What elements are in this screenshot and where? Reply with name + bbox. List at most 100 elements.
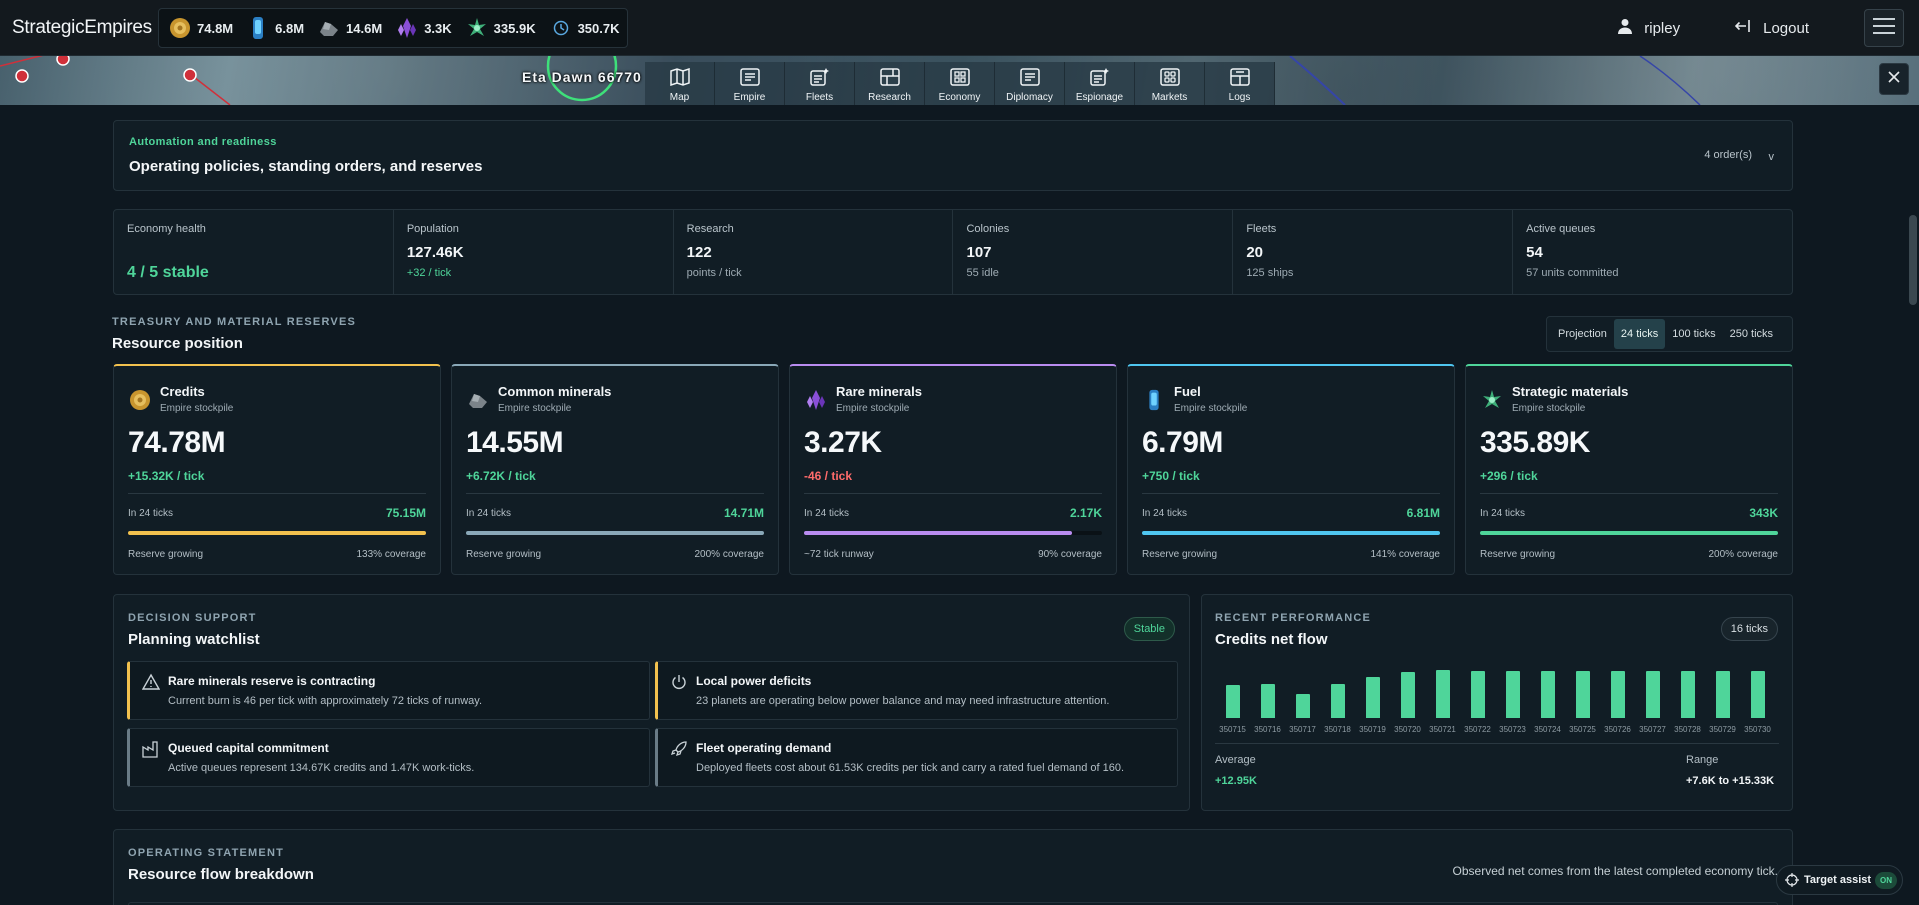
divider [1215, 743, 1779, 744]
watch-item[interactable]: Queued capital commitment Active queues … [127, 728, 650, 787]
flow-table [128, 902, 1778, 905]
reserve-status: Reserve growing [1142, 549, 1218, 560]
chart-bar [1575, 670, 1590, 718]
close-nav-button[interactable] [1879, 63, 1909, 95]
divider [466, 493, 764, 494]
resource-sub: Empire stockpile [836, 403, 910, 414]
tab-research-label: Research [868, 92, 911, 103]
topbar-strategic-materials[interactable]: 335.9K [460, 10, 544, 46]
resource-flow-panel: Operating statement Resource flow breakd… [113, 829, 1793, 905]
stat-colonies: Colonies 107 55 idle [953, 210, 1234, 294]
automation-kicker: Automation and readiness [129, 136, 277, 148]
projection-24-ticks[interactable]: 24 ticks [1613, 319, 1666, 349]
resource-card-rare-minerals[interactable]: Rare minerals Empire stockpile 3.27K -46… [789, 364, 1117, 575]
topbar-credits[interactable]: 74.8M [163, 10, 241, 46]
stat-value: 20 [1246, 244, 1263, 261]
tab-markets[interactable]: Markets [1135, 62, 1205, 105]
resource-card-fuel[interactable]: Fuel Empire stockpile 6.79M +750 / tick … [1127, 364, 1455, 575]
resource-value: 335.89K [1480, 426, 1590, 459]
divider [1142, 493, 1440, 494]
projection-250-ticks[interactable]: 250 ticks [1729, 328, 1774, 340]
scrollbar[interactable] [1909, 215, 1917, 305]
clock-icon [548, 15, 574, 41]
menu-icon [1873, 17, 1895, 39]
power-icon [670, 673, 688, 691]
resource-value: 6.79M [1142, 426, 1223, 459]
tab-diplomacy[interactable]: Diplomacy [995, 62, 1065, 105]
ticks-badge[interactable]: 16 ticks [1720, 617, 1778, 641]
watch-item[interactable]: Rare minerals reserve is contracting Cur… [127, 661, 650, 720]
watchlist-kicker: Decision support [128, 612, 257, 624]
resource-card-strategic-materials[interactable]: Strategic materials Empire stockpile 335… [1465, 364, 1793, 575]
watch-item-desc: Active queues represent 134.67K credits … [168, 762, 475, 774]
reserve-status: Reserve growing [466, 549, 542, 560]
brand-logo[interactable]: StrategicEmpires [12, 17, 152, 38]
stat-research: Research 122 points / tick [674, 210, 954, 294]
tab-logs[interactable]: Logs [1205, 62, 1275, 105]
hamburger-menu-button[interactable] [1864, 9, 1904, 47]
credits-icon [128, 388, 152, 412]
target-assist-toggle[interactable]: Target assist ON [1776, 865, 1903, 895]
planning-watchlist-panel: Decision support Planning watchlist Stab… [113, 594, 1190, 811]
nav-tabs: Map Empire Fleets Research Economy Diplo… [645, 62, 1275, 105]
watch-item-desc: 23 planets are operating below power bal… [696, 695, 1110, 707]
reserve-bar-fill [1142, 531, 1440, 535]
topbar-tick[interactable]: 350.7K [544, 10, 628, 46]
chart-tick-label: 350730 [1744, 725, 1771, 734]
logout-label: Logout [1763, 19, 1809, 37]
espionage-icon [1089, 68, 1110, 92]
topbar-common-minerals[interactable]: 14.6M [312, 10, 390, 46]
projection-label: Projection [1558, 328, 1607, 340]
strategic-materials-icon [464, 15, 490, 41]
tab-espionage[interactable]: Espionage [1065, 62, 1135, 105]
common-minerals-icon [466, 388, 490, 412]
tab-map[interactable]: Map [645, 62, 715, 105]
topbar-fuel[interactable]: 6.8M [241, 10, 312, 46]
orders-count: 4 order(s) [1704, 149, 1752, 161]
resource-name: Strategic materials [1512, 384, 1629, 399]
target-assist-label: Target assist [1804, 874, 1872, 886]
topbar-rare-minerals[interactable]: 3.3K [390, 10, 459, 46]
tab-empire[interactable]: Empire [715, 62, 785, 105]
coverage: 200% coverage [694, 549, 765, 560]
reserve-bar-fill [804, 531, 1073, 535]
resource-sub: Empire stockpile [160, 403, 234, 414]
resource-card-common-minerals[interactable]: Common minerals Empire stockpile 14.55M … [451, 364, 779, 575]
chart-bar [1365, 676, 1380, 718]
reserve-status: Reserve growing [1480, 549, 1556, 560]
warning-icon [141, 673, 161, 691]
tab-fleets[interactable]: Fleets [785, 62, 855, 105]
stat-population: Population 127.46K +32 / tick [394, 210, 674, 294]
watch-item-title: Queued capital commitment [168, 741, 329, 755]
automation-panel[interactable]: Automation and readiness Operating polic… [113, 120, 1793, 191]
strategic-materials-icon [1480, 388, 1504, 412]
watch-item[interactable]: Fleet operating demand Deployed fleets c… [655, 728, 1178, 787]
stat-sub: 57 units committed [1526, 267, 1619, 279]
watch-item[interactable]: Local power deficits 23 planets are oper… [655, 661, 1178, 720]
chart-tick-label: 350721 [1429, 725, 1456, 734]
topbar-common-minerals-value: 14.6M [346, 20, 383, 36]
diplomacy-icon [1019, 68, 1040, 92]
projection-100-ticks[interactable]: 100 ticks [1672, 328, 1716, 340]
chart-bar [1540, 670, 1555, 718]
stats-strip: Economy health 4 / 5 stable Population 1… [113, 209, 1793, 295]
tab-markets-label: Markets [1151, 92, 1188, 103]
projection-label: In 24 ticks [466, 508, 512, 519]
fuel-icon [1142, 388, 1166, 412]
chart-tick-label: 350718 [1324, 725, 1351, 734]
stat-label: Economy health [127, 223, 206, 235]
tab-economy[interactable]: Economy [925, 62, 995, 105]
logout-button[interactable]: Logout [1734, 18, 1809, 38]
resource-name: Fuel [1174, 384, 1201, 399]
user-menu[interactable]: ripley [1618, 18, 1680, 38]
projection-label: In 24 ticks [1480, 508, 1526, 519]
resource-delta: -46 / tick [804, 469, 853, 483]
chevron-down-icon[interactable]: v [1768, 151, 1775, 163]
projection-label: In 24 ticks [1142, 508, 1188, 519]
resource-sub: Empire stockpile [1512, 403, 1586, 414]
tab-research[interactable]: Research [855, 62, 925, 105]
crosshair-icon [1785, 873, 1799, 887]
treasury-kicker: Treasury and material reserves [112, 316, 357, 328]
resource-card-credits[interactable]: Credits Empire stockpile 74.78M +15.32K … [113, 364, 441, 575]
topbar-strategic-materials-value: 335.9K [493, 20, 536, 36]
